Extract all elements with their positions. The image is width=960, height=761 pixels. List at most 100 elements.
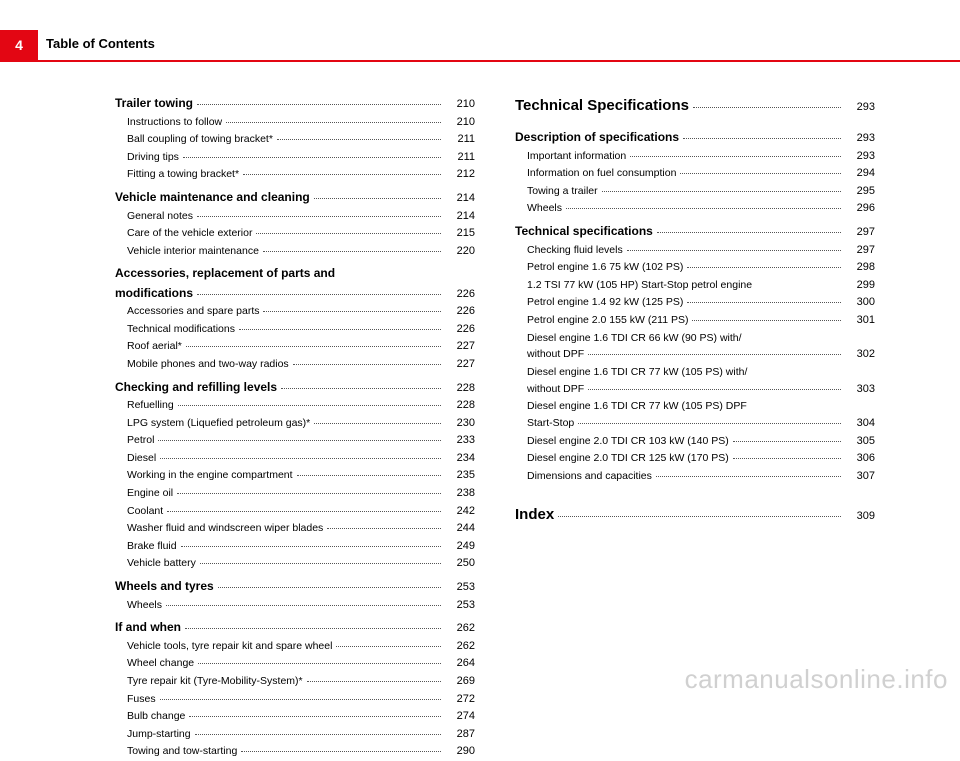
toc-leader-dots bbox=[692, 320, 841, 321]
toc-page-number: 234 bbox=[445, 450, 475, 468]
toc-row: without DPF302 bbox=[515, 346, 875, 364]
toc-leader-dots bbox=[733, 458, 841, 459]
toc-row: Wheels and tyres253 bbox=[115, 577, 475, 597]
toc-leader-dots bbox=[160, 458, 441, 459]
toc-leader-dots bbox=[186, 346, 441, 347]
toc-label: Accessories, replacement of parts and bbox=[115, 264, 335, 283]
toc-page-number: 305 bbox=[845, 433, 875, 451]
toc-leader-dots bbox=[197, 216, 441, 217]
toc-row: Fitting a towing bracket*212 bbox=[115, 166, 475, 184]
toc-leader-dots bbox=[656, 476, 841, 477]
toc-label: Index bbox=[515, 503, 554, 527]
toc-label: Diesel bbox=[115, 450, 156, 467]
toc-row: Petrol engine 2.0 155 kW (211 PS)301 bbox=[515, 312, 875, 330]
toc-column-right: Technical Specifications293Description o… bbox=[515, 94, 875, 761]
toc-row: If and when262 bbox=[115, 618, 475, 638]
toc-leader-dots bbox=[256, 233, 441, 234]
toc-page-number: 262 bbox=[445, 638, 475, 656]
toc-row: Tyre repair kit (Tyre-Mobility-System)*2… bbox=[115, 673, 475, 691]
toc-label: Wheels and tyres bbox=[115, 577, 214, 596]
watermark: carmanualsonline.info bbox=[685, 664, 948, 695]
toc-row: Refuelling228 bbox=[115, 397, 475, 415]
toc-row: Roof aerial* 227 bbox=[115, 338, 475, 356]
toc-row: Diesel engine 2.0 TDI CR 125 kW (170 PS)… bbox=[515, 450, 875, 468]
toc-label: Wheels bbox=[515, 200, 562, 217]
toc-leader-dots bbox=[630, 156, 841, 157]
toc-label: Instructions to follow bbox=[115, 114, 222, 131]
toc-page-number: 293 bbox=[845, 130, 875, 148]
toc-row: 1.2 TSI 77 kW (105 HP) Start-Stop petrol… bbox=[515, 277, 875, 295]
toc-leader-dots bbox=[297, 475, 441, 476]
toc-leader-dots bbox=[281, 388, 441, 389]
toc-row: Checking and refilling levels228 bbox=[115, 378, 475, 398]
toc-leader-dots bbox=[183, 157, 441, 158]
toc-page-number: 227 bbox=[445, 338, 475, 356]
toc-row: Important information293 bbox=[515, 148, 875, 166]
toc-label: Technical Specifications bbox=[515, 94, 689, 118]
toc-label: Wheel change bbox=[115, 655, 194, 672]
toc-page-number: 293 bbox=[845, 99, 875, 117]
toc-page-number: 244 bbox=[445, 520, 475, 538]
toc-label: Wheels bbox=[115, 597, 162, 614]
toc-row: Care of the vehicle exterior215 bbox=[115, 225, 475, 243]
toc-label: Coolant bbox=[115, 503, 163, 520]
toc-row: Jump-starting287 bbox=[115, 726, 475, 744]
toc-label: Diesel engine 1.6 TDI CR 77 kW (105 PS) … bbox=[515, 364, 747, 381]
toc-row: Petrol engine 1.4 92 kW (125 PS)300 bbox=[515, 294, 875, 312]
toc-label: Brake fluid bbox=[115, 538, 177, 555]
toc-row: Index 309 bbox=[515, 503, 875, 527]
toc-label: Trailer towing bbox=[115, 94, 193, 113]
toc-row: Diesel engine 1.6 TDI CR 66 kW (90 PS) w… bbox=[515, 330, 875, 347]
toc-label: Roof aerial* bbox=[115, 338, 182, 355]
toc-leader-dots bbox=[197, 104, 441, 105]
toc-page-number: 220 bbox=[445, 243, 475, 261]
toc-label: Diesel engine 2.0 TDI CR 103 kW (140 PS) bbox=[515, 433, 729, 450]
toc-page-number: 214 bbox=[445, 208, 475, 226]
toc-page-number: 309 bbox=[845, 508, 875, 526]
page-number: 4 bbox=[15, 37, 23, 53]
toc-row: Petrol233 bbox=[115, 432, 475, 450]
toc-page-number: 227 bbox=[445, 356, 475, 374]
toc-label: General notes bbox=[115, 208, 193, 225]
toc-leader-dots bbox=[627, 250, 841, 251]
toc-row: modifications226 bbox=[115, 284, 475, 304]
toc-row: Petrol engine 1.6 75 kW (102 PS)298 bbox=[515, 259, 875, 277]
toc-row: Accessories and spare parts226 bbox=[115, 303, 475, 321]
toc-leader-dots bbox=[195, 734, 441, 735]
toc-label: without DPF bbox=[515, 381, 584, 398]
toc-leader-dots bbox=[687, 267, 841, 268]
toc-page-number: 250 bbox=[445, 555, 475, 573]
toc-page-number: 211 bbox=[445, 131, 475, 149]
toc-row: Information on fuel consumption294 bbox=[515, 165, 875, 183]
toc-column-left: Trailer towing 210 Instructions to follow 2… bbox=[115, 94, 475, 761]
toc-label: without DPF bbox=[515, 346, 584, 363]
toc-leader-dots bbox=[293, 364, 441, 365]
toc-label: Vehicle battery bbox=[115, 555, 196, 572]
toc-label: Care of the vehicle exterior bbox=[115, 225, 252, 242]
toc-label: Diesel engine 1.6 TDI CR 77 kW (105 PS) … bbox=[515, 398, 747, 415]
toc-row: Fuses272 bbox=[115, 691, 475, 709]
toc-leader-dots bbox=[558, 516, 841, 517]
toc-label: Petrol engine 1.6 75 kW (102 PS) bbox=[515, 259, 683, 276]
toc-page-number: 253 bbox=[445, 597, 475, 615]
toc-label: Information on fuel consumption bbox=[515, 165, 676, 182]
toc-page-number: 210 bbox=[445, 96, 475, 114]
toc-page-number: 306 bbox=[845, 450, 875, 468]
toc-label: Towing and tow-starting bbox=[115, 743, 237, 760]
toc-page-number: 296 bbox=[845, 200, 875, 218]
toc-label: Vehicle tools, tyre repair kit and spare… bbox=[115, 638, 332, 655]
toc-leader-dots bbox=[178, 405, 441, 406]
toc-leader-dots bbox=[158, 440, 441, 441]
toc-page-number: 262 bbox=[445, 620, 475, 638]
toc-page-number: 226 bbox=[445, 286, 475, 304]
toc-page-number: 233 bbox=[445, 432, 475, 450]
toc-label: Technical modifications bbox=[115, 321, 235, 338]
toc-row: Checking fluid levels297 bbox=[515, 242, 875, 260]
toc-label: Start-Stop bbox=[515, 415, 574, 432]
toc-leader-dots bbox=[263, 311, 441, 312]
toc-row: Mobile phones and two-way radios227 bbox=[115, 356, 475, 374]
toc-row: Washer fluid and windscreen wiper blades… bbox=[115, 520, 475, 538]
toc-row: Dimensions and capacities307 bbox=[515, 468, 875, 486]
toc-label: Petrol engine 2.0 155 kW (211 PS) bbox=[515, 312, 688, 329]
toc-page-number: 264 bbox=[445, 655, 475, 673]
